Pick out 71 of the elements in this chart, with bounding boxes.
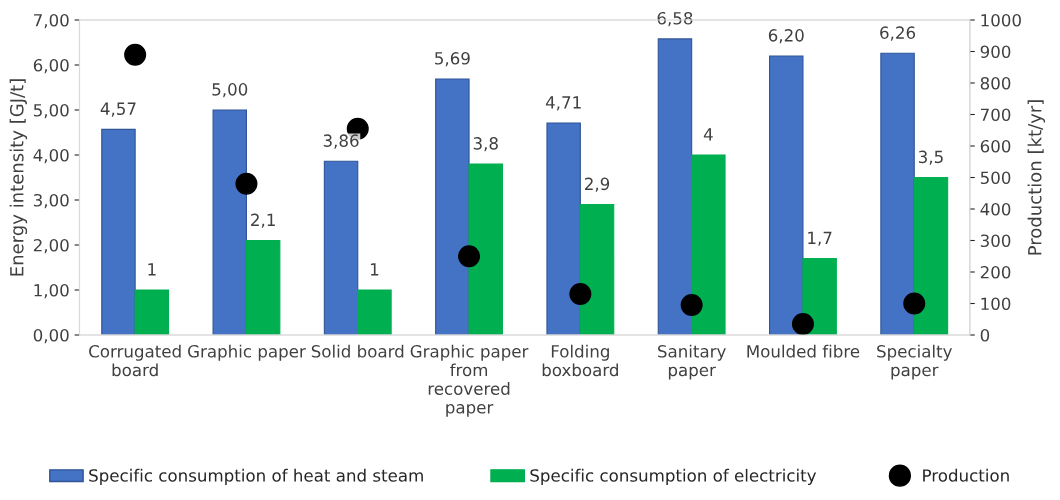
bar: [245, 239, 281, 335]
point: [903, 292, 926, 315]
data-label: 1,7: [808, 231, 832, 246]
x-tick-label: Corrugated board: [89, 344, 181, 377]
y-tick-label: 2,00: [33, 238, 69, 254]
y-tick-label: 4,00: [33, 148, 69, 164]
bar: [101, 128, 136, 335]
data-label: 3,5: [918, 150, 943, 165]
y-tick-label: 7,00: [34, 13, 69, 29]
y2-tick-label: 700: [980, 108, 1011, 122]
data-label: 4,57: [100, 102, 136, 117]
x-tick-label: Folding boxboard: [542, 344, 618, 377]
y2-tick-label: 400: [980, 202, 1011, 216]
bar: [546, 122, 581, 335]
bar: [357, 289, 392, 335]
x-tick-label: Graphic paper: [188, 344, 306, 361]
bar: [134, 289, 170, 335]
bar: [802, 257, 837, 335]
bar: [691, 154, 726, 335]
x-tick-label: Moulded fibre: [747, 344, 860, 358]
y2-tick-label: 900: [980, 45, 1011, 59]
y2-tick-label: 200: [980, 265, 1011, 279]
bar: [769, 55, 804, 335]
legend-label: Production: [923, 468, 1009, 482]
legend-label: Specific consumption of heat and steam: [89, 468, 423, 485]
y-tick-label: 5,00: [33, 103, 69, 119]
data-label: 6,20: [768, 29, 804, 44]
point: [791, 312, 814, 335]
x-tick-label: Solid board: [311, 344, 404, 358]
point: [458, 245, 481, 268]
y-tick-label: 3,00: [33, 193, 69, 209]
y2-tick-label: 100: [981, 297, 1011, 311]
data-label: 4: [703, 128, 713, 141]
y-tick-label: 1,00: [34, 283, 69, 299]
bar: [657, 38, 693, 335]
x-tick-label: Sanitary paper: [658, 344, 726, 380]
bar: [323, 160, 359, 335]
x-tick-label: Graphic paper from recovered paper: [410, 344, 529, 417]
x-tick-label: Specialty paper: [877, 344, 952, 380]
y2-tick-label: 500: [980, 171, 1011, 185]
y2-tick-label: 1000: [981, 13, 1021, 27]
data-label: 3,86: [323, 134, 359, 149]
y2-tick-label: 600: [980, 139, 1011, 153]
legend-label: Specific consumption of electricity: [530, 468, 817, 485]
bar: [913, 176, 949, 335]
data-label: 5,00: [212, 83, 248, 98]
point: [124, 43, 147, 66]
data-label: 2,9: [585, 177, 610, 192]
y2-tick-label: 0: [980, 328, 990, 342]
y-tick-label: 0,00: [33, 328, 69, 344]
data-label: 2,1: [251, 213, 275, 228]
data-label: 4,71: [545, 96, 581, 111]
point: [680, 294, 703, 317]
data-label: 6,58: [657, 11, 693, 27]
y-axis-title: Energy intensity [GJ/t]: [9, 79, 28, 276]
bar: [880, 52, 915, 335]
point: [569, 283, 592, 306]
data-label: 5,69: [435, 52, 470, 67]
data-label: 3,8: [473, 137, 498, 152]
y2-tick-label: 300: [980, 234, 1011, 248]
data-label: 1: [148, 263, 156, 276]
y-tick-label: 6,00: [33, 58, 69, 74]
y2-tick-label: 800: [980, 76, 1011, 90]
bar: [468, 163, 503, 335]
bar: [579, 203, 615, 335]
point: [235, 172, 258, 195]
data-label: 6,26: [880, 26, 916, 41]
bar: [212, 109, 248, 335]
data-label: 1: [370, 263, 379, 276]
bar: [435, 78, 470, 335]
y2-axis-title: Production [kt/yr]: [1027, 100, 1046, 255]
